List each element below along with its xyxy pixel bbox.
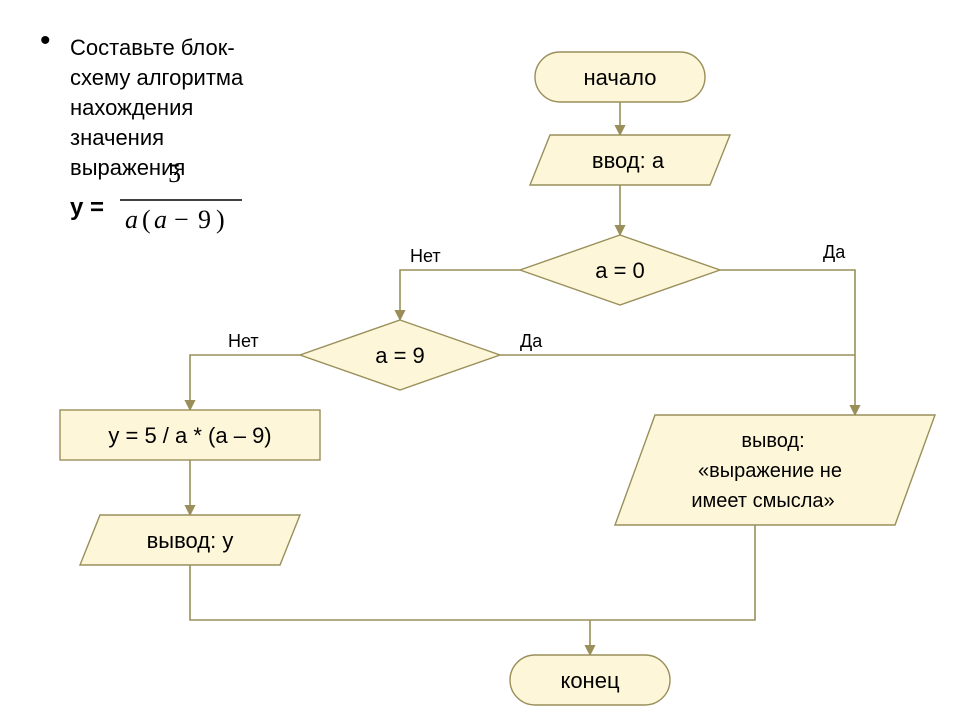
edge-labels: Да Нет Да Нет [228, 242, 846, 351]
label-no: Нет [228, 331, 259, 351]
task-line: схему алгоритма [70, 65, 244, 90]
node-decision-a9: а = 9 [300, 320, 500, 390]
task-line: значения [70, 125, 164, 150]
formula-denom: 9 [198, 205, 211, 234]
task-text: • Составьте блок- схему алгоритма нахожд… [40, 24, 244, 180]
task-line: нахождения [70, 95, 193, 120]
node-label: конец [560, 668, 619, 693]
formula-denom: ) [216, 205, 225, 234]
node-label: начало [584, 65, 657, 90]
node-label: «выражение не [698, 460, 842, 482]
node-input: ввод: a [530, 135, 730, 185]
formula-denom: a [154, 205, 167, 234]
node-process-calc: y = 5 / a * (a – 9) [60, 410, 320, 460]
formula-numerator: 5 [168, 159, 181, 188]
node-start: начало [535, 52, 705, 102]
bullet-icon: • [40, 24, 51, 57]
node-label: а = 9 [375, 343, 425, 368]
formula-denom: a [125, 205, 138, 234]
node-output-error: вывод: «выражение не имеет смысла» [615, 415, 935, 525]
node-label: ввод: a [592, 148, 665, 173]
formula-denom: ( [142, 205, 151, 234]
label-yes: Да [520, 331, 543, 351]
task-line: Составьте блок- [70, 35, 235, 60]
edges [190, 102, 855, 655]
nodes: начало ввод: a а = 0 а = 9 y = 5 / a * (… [60, 52, 935, 705]
node-output-y: вывод: y [80, 515, 300, 565]
formula-prefix: y = [70, 194, 104, 221]
label-yes: Да [823, 242, 846, 262]
node-decision-a0: а = 0 [520, 235, 720, 305]
node-label: имеет смысла» [691, 490, 834, 512]
node-label: вывод: [741, 430, 804, 452]
node-label: вывод: y [147, 528, 234, 553]
formula-denom: − [174, 205, 189, 234]
label-no: Нет [410, 246, 441, 266]
node-label: а = 0 [595, 258, 645, 283]
flowchart-canvas: • Составьте блок- схему алгоритма нахожд… [0, 0, 960, 720]
node-end: конец [510, 655, 670, 705]
node-label: y = 5 / a * (a – 9) [108, 423, 271, 448]
